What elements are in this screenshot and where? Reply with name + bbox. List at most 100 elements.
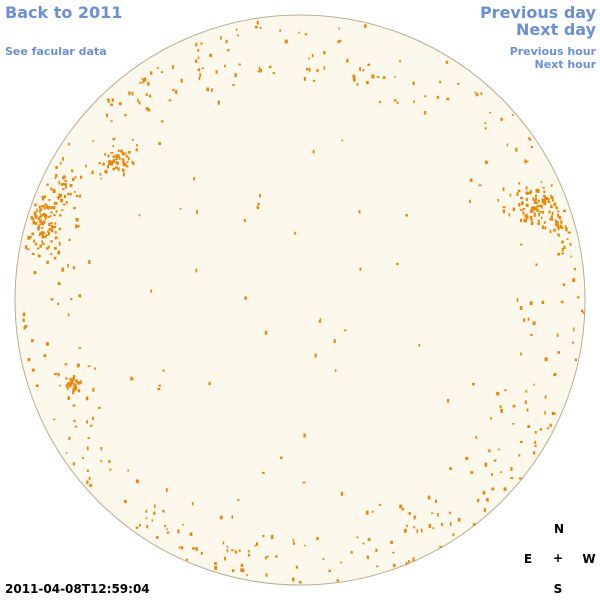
magnetic-feature-dot [234, 73, 237, 78]
magnetic-feature-dot [525, 160, 529, 163]
magnetic-feature-dot [498, 448, 500, 451]
magnetic-feature-dot [553, 374, 555, 377]
magnetic-feature-dot [449, 522, 452, 526]
magnetic-feature-dot [504, 389, 507, 392]
magnetic-feature-dot [358, 210, 361, 214]
magnetic-feature-dot [73, 419, 76, 422]
previous-hour-link[interactable]: Previous hour [509, 45, 596, 58]
magnetic-feature-dot [518, 203, 521, 207]
magnetic-feature-dot [392, 563, 396, 568]
magnetic-feature-dot [547, 201, 551, 204]
magnetic-feature-dot [520, 352, 522, 356]
magnetic-feature-dot [86, 469, 89, 472]
magnetic-feature-dot [408, 512, 411, 515]
magnetic-feature-dot [323, 66, 326, 70]
magnetic-feature-dot [75, 218, 79, 222]
magnetic-feature-dot [431, 512, 434, 515]
magnetic-feature-dot [508, 213, 511, 217]
magnetic-feature-dot [147, 108, 151, 112]
magnetic-feature-dot [199, 73, 202, 78]
magnetic-feature-dot [518, 477, 522, 480]
previous-day-link[interactable]: Previous day [479, 3, 596, 22]
magnetic-feature-dot [352, 74, 356, 78]
magnetic-feature-dot [139, 524, 141, 527]
magnetic-feature-dot [502, 206, 506, 209]
magnetic-feature-dot [38, 221, 42, 223]
magnetic-feature-dot [572, 278, 576, 282]
magnetic-feature-dot [226, 49, 230, 52]
magnetic-feature-dot [124, 499, 127, 503]
magnetic-feature-dot [350, 551, 353, 554]
magnetic-feature-dot [378, 504, 382, 506]
magnetic-feature-dot [530, 190, 532, 194]
magnetic-feature-dot [55, 236, 58, 239]
magnetic-feature-dot [23, 326, 26, 330]
magnetic-feature-dot [196, 210, 198, 214]
magnetic-feature-dot [247, 554, 251, 557]
magnetic-feature-dot [94, 367, 96, 370]
magnetic-feature-dot [215, 70, 218, 74]
magnetic-feature-dot [45, 234, 49, 236]
magnetic-feature-dot [72, 378, 75, 381]
magnetic-feature-dot [482, 491, 486, 495]
magnetic-feature-dot [543, 190, 546, 194]
magnetic-feature-dot [292, 577, 295, 582]
magnetic-feature-dot [145, 107, 149, 111]
magnetic-feature-dot [148, 94, 152, 98]
magnetic-feature-dot [328, 569, 331, 573]
magnetic-feature-dot [50, 298, 54, 301]
magnetic-feature-dot [45, 205, 48, 209]
magnetic-feature-dot [302, 481, 306, 484]
magnetic-feature-dot [366, 555, 369, 560]
back-to-year-link[interactable]: Back to 2011 [5, 3, 123, 22]
magnetic-feature-dot [72, 387, 75, 392]
magnetic-feature-dot [561, 247, 564, 252]
magnetic-feature-dot [112, 137, 116, 141]
magnetic-feature-dot [73, 383, 77, 387]
magnetic-feature-dot [41, 234, 44, 239]
see-facular-data-link[interactable]: See facular data [5, 45, 107, 58]
magnetic-feature-dot [141, 78, 144, 80]
magnetic-feature-dot [405, 562, 408, 566]
magnetic-feature-dot [86, 480, 89, 485]
magnetic-feature-dot [556, 233, 560, 236]
magnetic-feature-dot [518, 182, 521, 185]
magnetic-feature-dot [62, 188, 65, 191]
magnetic-feature-dot [211, 88, 213, 92]
magnetic-feature-dot [38, 209, 41, 213]
magnetic-feature-dot [502, 187, 505, 192]
magnetic-feature-dot [525, 192, 529, 195]
magnetic-feature-dot [65, 183, 67, 187]
magnetic-feature-dot [457, 83, 460, 85]
magnetic-feature-dot [539, 211, 542, 213]
magnetic-feature-dot [44, 216, 47, 220]
magnetic-feature-dot [69, 377, 73, 380]
magnetic-feature-dot [362, 542, 365, 545]
magnetic-feature-dot [109, 161, 113, 165]
magnetic-feature-dot [106, 98, 110, 101]
magnetic-feature-dot [561, 240, 564, 244]
magnetic-feature-dot [126, 161, 129, 163]
magnetic-feature-dot [256, 20, 259, 25]
next-hour-link[interactable]: Next hour [534, 58, 597, 71]
magnetic-feature-dot [135, 479, 139, 484]
magnetic-feature-dot [158, 142, 161, 145]
magnetic-feature-dot [557, 351, 561, 354]
next-day-link[interactable]: Next day [516, 20, 596, 39]
magnetic-feature-dot [162, 509, 165, 513]
magnetic-feature-dot [299, 581, 302, 584]
magnetic-feature-dot [122, 158, 125, 163]
magnetic-feature-dot [209, 53, 213, 57]
magnetic-feature-dot [452, 533, 455, 537]
magnetic-feature-dot [69, 192, 72, 196]
magnetic-feature-dot [47, 207, 50, 210]
magnetic-feature-dot [125, 155, 129, 158]
magnetic-feature-dot [376, 565, 379, 568]
magnetic-feature-dot [437, 513, 439, 517]
magnetic-feature-dot [420, 528, 423, 533]
compass-south-label: S [553, 582, 563, 596]
magnetic-feature-dot [57, 372, 60, 377]
magnetic-feature-dot [121, 168, 125, 172]
magnetic-feature-dot [294, 231, 296, 235]
